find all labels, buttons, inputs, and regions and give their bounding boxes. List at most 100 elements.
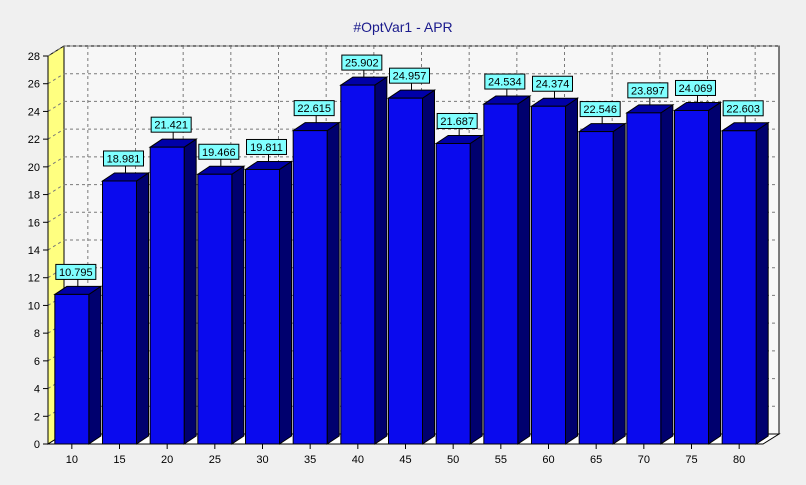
y-tick-label: 14 xyxy=(28,245,40,257)
y-tick-label: 22 xyxy=(28,134,40,146)
data-label-box xyxy=(627,82,669,99)
x-tick-label: 30 xyxy=(256,454,268,466)
bar-side xyxy=(565,97,578,445)
data-label: 18.981 xyxy=(107,153,141,165)
bar-front xyxy=(102,180,137,445)
x-tick-label: 50 xyxy=(447,454,459,466)
x-tick-label: 15 xyxy=(113,454,125,466)
x-tick-label: 10 xyxy=(66,454,78,466)
data-label: 19.811 xyxy=(250,142,283,154)
bar-side xyxy=(326,121,340,445)
bar-front xyxy=(578,131,614,445)
y-tick-label: 28 xyxy=(28,51,40,63)
bar xyxy=(434,134,484,445)
data-label-box xyxy=(293,100,335,117)
data-label-box xyxy=(341,54,383,71)
y-tick-label: 4 xyxy=(34,384,40,396)
y-tick-label: 6 xyxy=(34,356,40,368)
bar-front xyxy=(340,84,376,445)
data-label: 25.902 xyxy=(345,58,379,70)
data-label-box xyxy=(436,112,478,129)
bar-front xyxy=(626,112,662,445)
y-tick-label: 20 xyxy=(28,162,40,174)
data-label-box xyxy=(198,143,240,160)
bar-side xyxy=(612,122,626,445)
bar xyxy=(100,172,151,445)
data-label-box xyxy=(675,79,716,96)
y-tick-label: 2 xyxy=(34,411,40,423)
x-tick-label: 35 xyxy=(304,454,316,466)
data-label: 23.897 xyxy=(631,85,665,97)
bar xyxy=(291,121,341,445)
bar-side xyxy=(708,101,721,445)
bar xyxy=(148,138,198,445)
x-tick-label: 40 xyxy=(352,454,364,466)
y-tick-label: 12 xyxy=(28,273,40,285)
y-tick-label: 10 xyxy=(28,300,40,312)
x-tick-label: 80 xyxy=(733,454,745,466)
bar-side xyxy=(469,134,483,445)
bar xyxy=(196,165,246,445)
bar-front xyxy=(435,142,471,445)
data-label: 24.534 xyxy=(488,77,522,89)
data-label: 22.615 xyxy=(297,103,331,115)
bar-side xyxy=(374,76,388,445)
bar-front xyxy=(292,130,328,445)
data-label-box xyxy=(246,138,287,155)
data-label-box xyxy=(722,100,764,117)
x-tick-label: 45 xyxy=(399,454,411,466)
bar-side xyxy=(136,172,149,445)
bar xyxy=(243,160,294,445)
bar-side xyxy=(183,138,197,445)
bar xyxy=(672,101,723,445)
data-label: 24.069 xyxy=(679,83,713,95)
data-label: 21.421 xyxy=(154,120,188,132)
y-tick-label: 24 xyxy=(28,106,40,118)
data-label-box xyxy=(150,116,192,133)
data-label-box xyxy=(103,150,144,167)
data-label: 19.466 xyxy=(202,147,236,159)
bar xyxy=(577,122,627,445)
data-label-box xyxy=(484,73,526,90)
bar xyxy=(53,285,103,445)
bar-side xyxy=(517,95,531,445)
data-label: 24.957 xyxy=(393,71,427,83)
bar-side xyxy=(279,160,292,445)
bar-front xyxy=(388,97,423,445)
data-label-box xyxy=(579,101,621,118)
bar-front xyxy=(531,105,566,445)
data-label-box xyxy=(532,75,573,92)
x-tick-label: 70 xyxy=(638,454,650,466)
data-label: 24.374 xyxy=(536,79,570,91)
y-tick-label: 0 xyxy=(34,439,40,451)
bar-front xyxy=(721,130,757,445)
x-tick-label: 55 xyxy=(495,454,507,466)
data-label: 22.603 xyxy=(726,103,760,115)
data-label: 10.795 xyxy=(59,267,93,279)
data-label: 22.546 xyxy=(583,104,617,116)
bar xyxy=(386,89,437,445)
y-tick-label: 16 xyxy=(28,217,40,229)
bar xyxy=(625,103,675,445)
data-label-box xyxy=(389,67,430,84)
x-tick-label: 65 xyxy=(590,454,602,466)
y-tick-label: 26 xyxy=(28,79,40,91)
data-label: 21.687 xyxy=(440,116,474,128)
bar-front xyxy=(245,168,280,445)
bar-front xyxy=(149,146,185,445)
bar-side xyxy=(88,285,102,445)
bar xyxy=(482,95,532,445)
x-tick-label: 60 xyxy=(542,454,554,466)
data-label-box xyxy=(55,263,97,280)
bar-side xyxy=(660,103,674,445)
bar-side xyxy=(755,121,769,445)
x-tick-label: 75 xyxy=(685,454,697,466)
bar xyxy=(720,121,770,445)
bar xyxy=(529,97,580,445)
chart-title: #OptVar1 - APR xyxy=(353,19,453,35)
x-tick-label: 25 xyxy=(209,454,221,466)
bar-side xyxy=(422,89,435,445)
bar-front xyxy=(674,109,709,445)
y-tick-label: 8 xyxy=(34,328,40,340)
